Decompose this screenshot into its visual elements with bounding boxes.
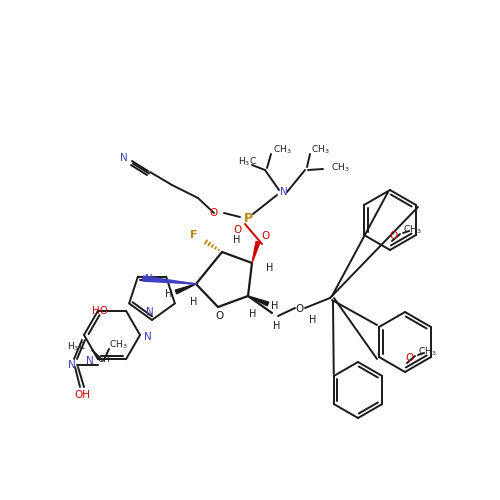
Text: H$_3$C: H$_3$C xyxy=(238,156,256,168)
Text: H: H xyxy=(266,263,274,273)
Text: O: O xyxy=(210,208,218,218)
Text: H: H xyxy=(310,315,316,325)
Text: N: N xyxy=(120,153,128,163)
Text: N: N xyxy=(144,332,152,342)
Polygon shape xyxy=(252,242,260,263)
Polygon shape xyxy=(176,284,196,294)
Text: O: O xyxy=(296,304,304,314)
Text: CH$_3$: CH$_3$ xyxy=(418,346,436,358)
Text: CH$_3$: CH$_3$ xyxy=(109,339,128,351)
Text: CH$_3$: CH$_3$ xyxy=(311,144,330,156)
Polygon shape xyxy=(142,276,196,284)
Text: CH$_3$: CH$_3$ xyxy=(273,144,291,156)
Polygon shape xyxy=(248,296,268,306)
Text: CH$_3$: CH$_3$ xyxy=(331,162,349,174)
Text: HO: HO xyxy=(92,306,108,316)
Text: H$_3$C: H$_3$C xyxy=(67,341,86,353)
Text: H: H xyxy=(250,309,256,319)
Text: P: P xyxy=(244,212,252,224)
Text: CH$_3$: CH$_3$ xyxy=(402,224,421,236)
Text: OH: OH xyxy=(74,390,90,400)
Text: O: O xyxy=(216,311,224,321)
Text: H: H xyxy=(166,289,172,299)
Text: F: F xyxy=(190,230,198,240)
Text: O: O xyxy=(405,353,413,363)
Text: N: N xyxy=(146,307,154,317)
Text: CH: CH xyxy=(98,356,110,364)
Text: H: H xyxy=(274,321,280,331)
Text: N: N xyxy=(86,356,94,366)
Text: O: O xyxy=(234,225,242,235)
Text: N: N xyxy=(68,360,76,370)
Text: H: H xyxy=(234,235,240,245)
Text: N: N xyxy=(145,274,153,283)
Text: O: O xyxy=(390,231,398,241)
Text: H: H xyxy=(190,297,198,307)
Text: O: O xyxy=(262,231,270,241)
Text: H: H xyxy=(272,301,278,311)
Text: N: N xyxy=(280,187,288,197)
